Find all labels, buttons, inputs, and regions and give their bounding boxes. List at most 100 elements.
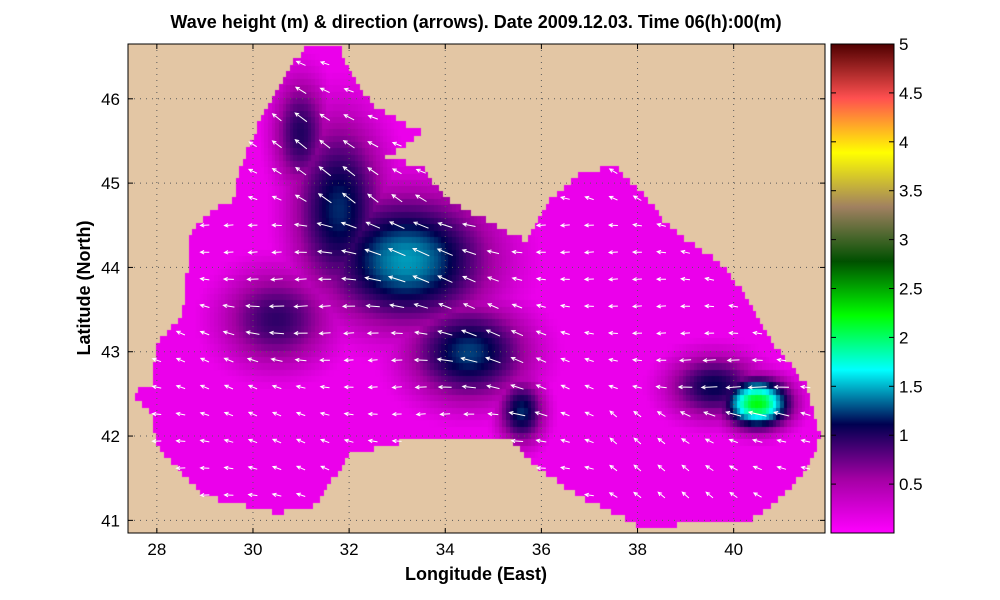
y-axis-label: Latitude (North) <box>74 221 94 356</box>
direction-arrow <box>726 358 740 363</box>
direction-arrow <box>559 277 570 282</box>
direction-arrow <box>608 168 618 175</box>
direction-arrow <box>175 330 186 336</box>
direction-arrow <box>608 384 618 390</box>
direction-arrow <box>319 384 330 390</box>
direction-arrow <box>246 277 259 282</box>
direction-arrow <box>534 411 548 417</box>
direction-arrow <box>655 384 667 390</box>
direction-arrow <box>318 331 331 336</box>
direction-arrow <box>343 438 354 443</box>
direction-arrow <box>223 357 234 363</box>
direction-arrow <box>151 357 162 363</box>
direction-arrow <box>294 86 307 95</box>
direction-arrow <box>391 168 402 175</box>
direction-arrow <box>412 248 430 257</box>
direction-arrow <box>776 357 787 363</box>
direction-arrow <box>747 410 767 417</box>
direction-arrow <box>319 411 330 416</box>
direction-arrow <box>271 411 282 417</box>
direction-arrow <box>320 465 330 471</box>
direction-arrow <box>631 304 642 309</box>
direction-arrow <box>486 384 500 390</box>
direction-arrow <box>607 223 618 228</box>
direction-arrow <box>608 195 618 201</box>
direction-arrow <box>222 330 235 336</box>
direction-arrow <box>508 411 526 417</box>
direction-arrow <box>367 358 378 363</box>
direction-arrow <box>367 167 379 176</box>
direction-arrow <box>271 492 282 497</box>
colorbar-tick-label: 2.5 <box>899 280 923 299</box>
direction-arrow <box>387 275 406 283</box>
direction-arrow <box>535 223 546 228</box>
direction-arrow <box>364 248 382 256</box>
direction-arrow <box>633 410 642 418</box>
direction-arrow <box>437 384 452 390</box>
direction-arrow <box>268 304 285 309</box>
direction-arrow <box>367 193 379 203</box>
direction-arrow <box>773 384 790 390</box>
direction-arrow <box>295 465 306 471</box>
plot-frame <box>127 43 826 534</box>
direction-arrow <box>343 114 355 121</box>
direction-arrow <box>367 114 378 120</box>
direction-arrow <box>223 223 234 228</box>
direction-arrow <box>223 438 234 443</box>
direction-arrow <box>609 437 618 445</box>
direction-arrow <box>414 330 428 335</box>
y-tick-label: 42 <box>101 427 120 446</box>
direction-arrow <box>800 465 811 470</box>
direction-arrow <box>631 277 642 282</box>
direction-arrow <box>655 277 666 282</box>
direction-arrow <box>655 357 667 363</box>
direction-arrow <box>436 357 453 362</box>
direction-arrow <box>319 113 331 121</box>
direction-arrow <box>560 357 570 363</box>
direction-arrow <box>341 276 357 282</box>
direction-arrow <box>175 384 186 390</box>
direction-arrow <box>511 276 523 281</box>
direction-arrow <box>560 411 570 417</box>
direction-arrow <box>460 356 478 363</box>
direction-arrow <box>487 411 499 417</box>
direction-arrow <box>295 60 306 66</box>
grid-lines <box>128 44 825 533</box>
direction-arrow <box>223 250 234 255</box>
direction-arrow <box>295 492 306 497</box>
direction-arrow <box>199 357 210 363</box>
direction-arrow <box>343 331 355 336</box>
direction-arrow <box>391 194 403 203</box>
x-tick-label: 34 <box>436 540 455 559</box>
direction-arrow <box>705 491 714 499</box>
direction-arrow <box>319 87 330 94</box>
colorbar: 0.5 1 1.5 2 2.5 3 3.5 4 4.5 5 <box>830 35 923 534</box>
direction-arrow <box>391 385 402 390</box>
direction-arrow <box>295 438 306 444</box>
direction-arrow <box>365 303 380 309</box>
direction-arrow <box>632 222 642 228</box>
direction-arrow <box>437 222 453 228</box>
direction-arrow <box>318 304 331 309</box>
y-tick-label: 45 <box>101 174 120 193</box>
chart-title: Wave height (m) & direction (arrows). Da… <box>170 12 781 32</box>
direction-arrow <box>705 464 714 472</box>
direction-arrow <box>559 223 570 228</box>
direction-arrow <box>583 303 594 309</box>
direction-arrow <box>677 384 693 390</box>
direction-arrow <box>800 438 811 443</box>
direction-arrow <box>751 357 763 363</box>
direction-arrow <box>342 140 355 149</box>
y-tick-label: 41 <box>101 511 120 530</box>
direction-arrow <box>608 492 618 498</box>
colorbar-tick-label: 3 <box>899 231 908 250</box>
direction-arrow <box>462 303 475 310</box>
colorbar-tick-label: 1.5 <box>899 377 923 396</box>
direction-arrow <box>559 303 570 309</box>
direction-arrow <box>270 357 283 362</box>
direction-arrow <box>510 357 524 364</box>
direction-arrow <box>415 412 426 417</box>
direction-arrow <box>414 194 427 202</box>
direction-arrow <box>175 411 186 417</box>
direction-arrow <box>294 277 307 282</box>
